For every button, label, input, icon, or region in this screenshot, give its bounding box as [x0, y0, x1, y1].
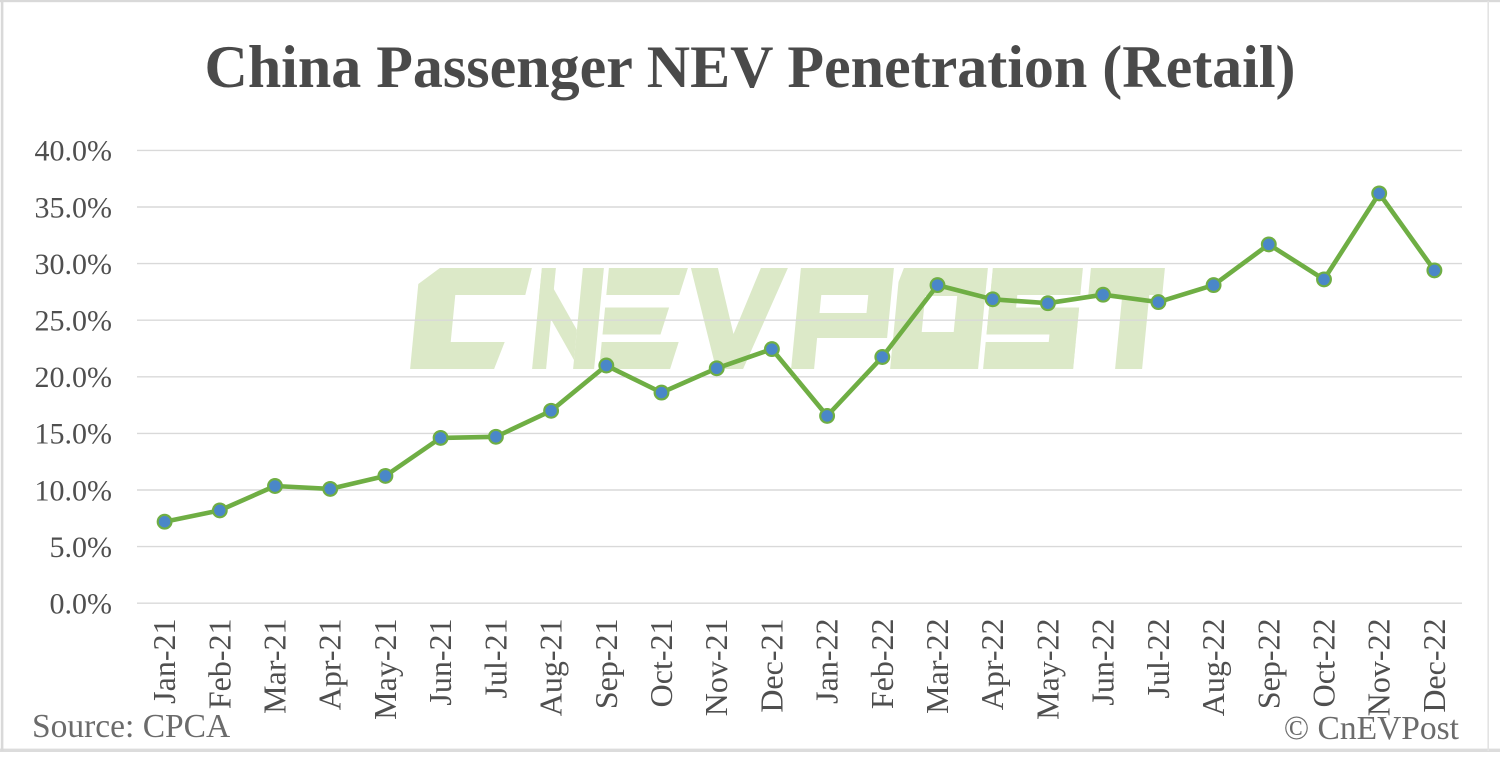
svg-text:Jul-22: Jul-22 — [1140, 619, 1176, 699]
svg-text:Aug-22: Aug-22 — [1195, 619, 1231, 717]
svg-text:Mar-22: Mar-22 — [919, 619, 955, 714]
svg-text:Aug-21: Aug-21 — [533, 619, 569, 717]
svg-text:© CnEVPost: © CnEVPost — [1284, 710, 1460, 747]
svg-text:Jan-21: Jan-21 — [146, 619, 182, 704]
svg-text:Apr-22: Apr-22 — [974, 619, 1010, 711]
svg-text:Source: CPCA: Source: CPCA — [32, 708, 230, 745]
svg-text:Feb-22: Feb-22 — [864, 619, 900, 710]
svg-text:10.0%: 10.0% — [35, 474, 113, 507]
svg-text:Jun-21: Jun-21 — [422, 619, 458, 706]
svg-text:5.0%: 5.0% — [50, 531, 113, 564]
svg-text:25.0%: 25.0% — [35, 305, 113, 338]
svg-text:40.0%: 40.0% — [35, 135, 113, 168]
svg-text:35.0%: 35.0% — [35, 191, 113, 224]
svg-text:May-22: May-22 — [1029, 619, 1065, 720]
svg-text:Jul-21: Jul-21 — [477, 619, 513, 699]
svg-text:Feb-21: Feb-21 — [201, 619, 237, 710]
svg-text:Mar-21: Mar-21 — [257, 619, 293, 714]
svg-text:Jan-22: Jan-22 — [809, 619, 845, 704]
svg-text:Nov-22: Nov-22 — [1361, 619, 1397, 717]
svg-text:China Passenger NEV Penetratio: China Passenger NEV Penetration (Retail) — [204, 34, 1295, 100]
svg-text:Dec-22: Dec-22 — [1416, 619, 1452, 713]
svg-text:Jun-22: Jun-22 — [1085, 619, 1121, 706]
svg-text:30.0%: 30.0% — [35, 248, 113, 281]
svg-text:Sep-22: Sep-22 — [1250, 619, 1286, 710]
svg-text:Apr-21: Apr-21 — [312, 619, 348, 711]
svg-text:Nov-21: Nov-21 — [698, 619, 734, 717]
svg-text:Oct-22: Oct-22 — [1306, 619, 1342, 708]
svg-text:20.0%: 20.0% — [35, 361, 113, 394]
svg-text:Sep-21: Sep-21 — [588, 619, 624, 710]
svg-text:May-21: May-21 — [367, 619, 403, 720]
svg-text:Dec-21: Dec-21 — [753, 619, 789, 713]
svg-text:Oct-21: Oct-21 — [643, 619, 679, 708]
svg-text:15.0%: 15.0% — [35, 418, 113, 451]
svg-text:0.0%: 0.0% — [50, 588, 113, 621]
